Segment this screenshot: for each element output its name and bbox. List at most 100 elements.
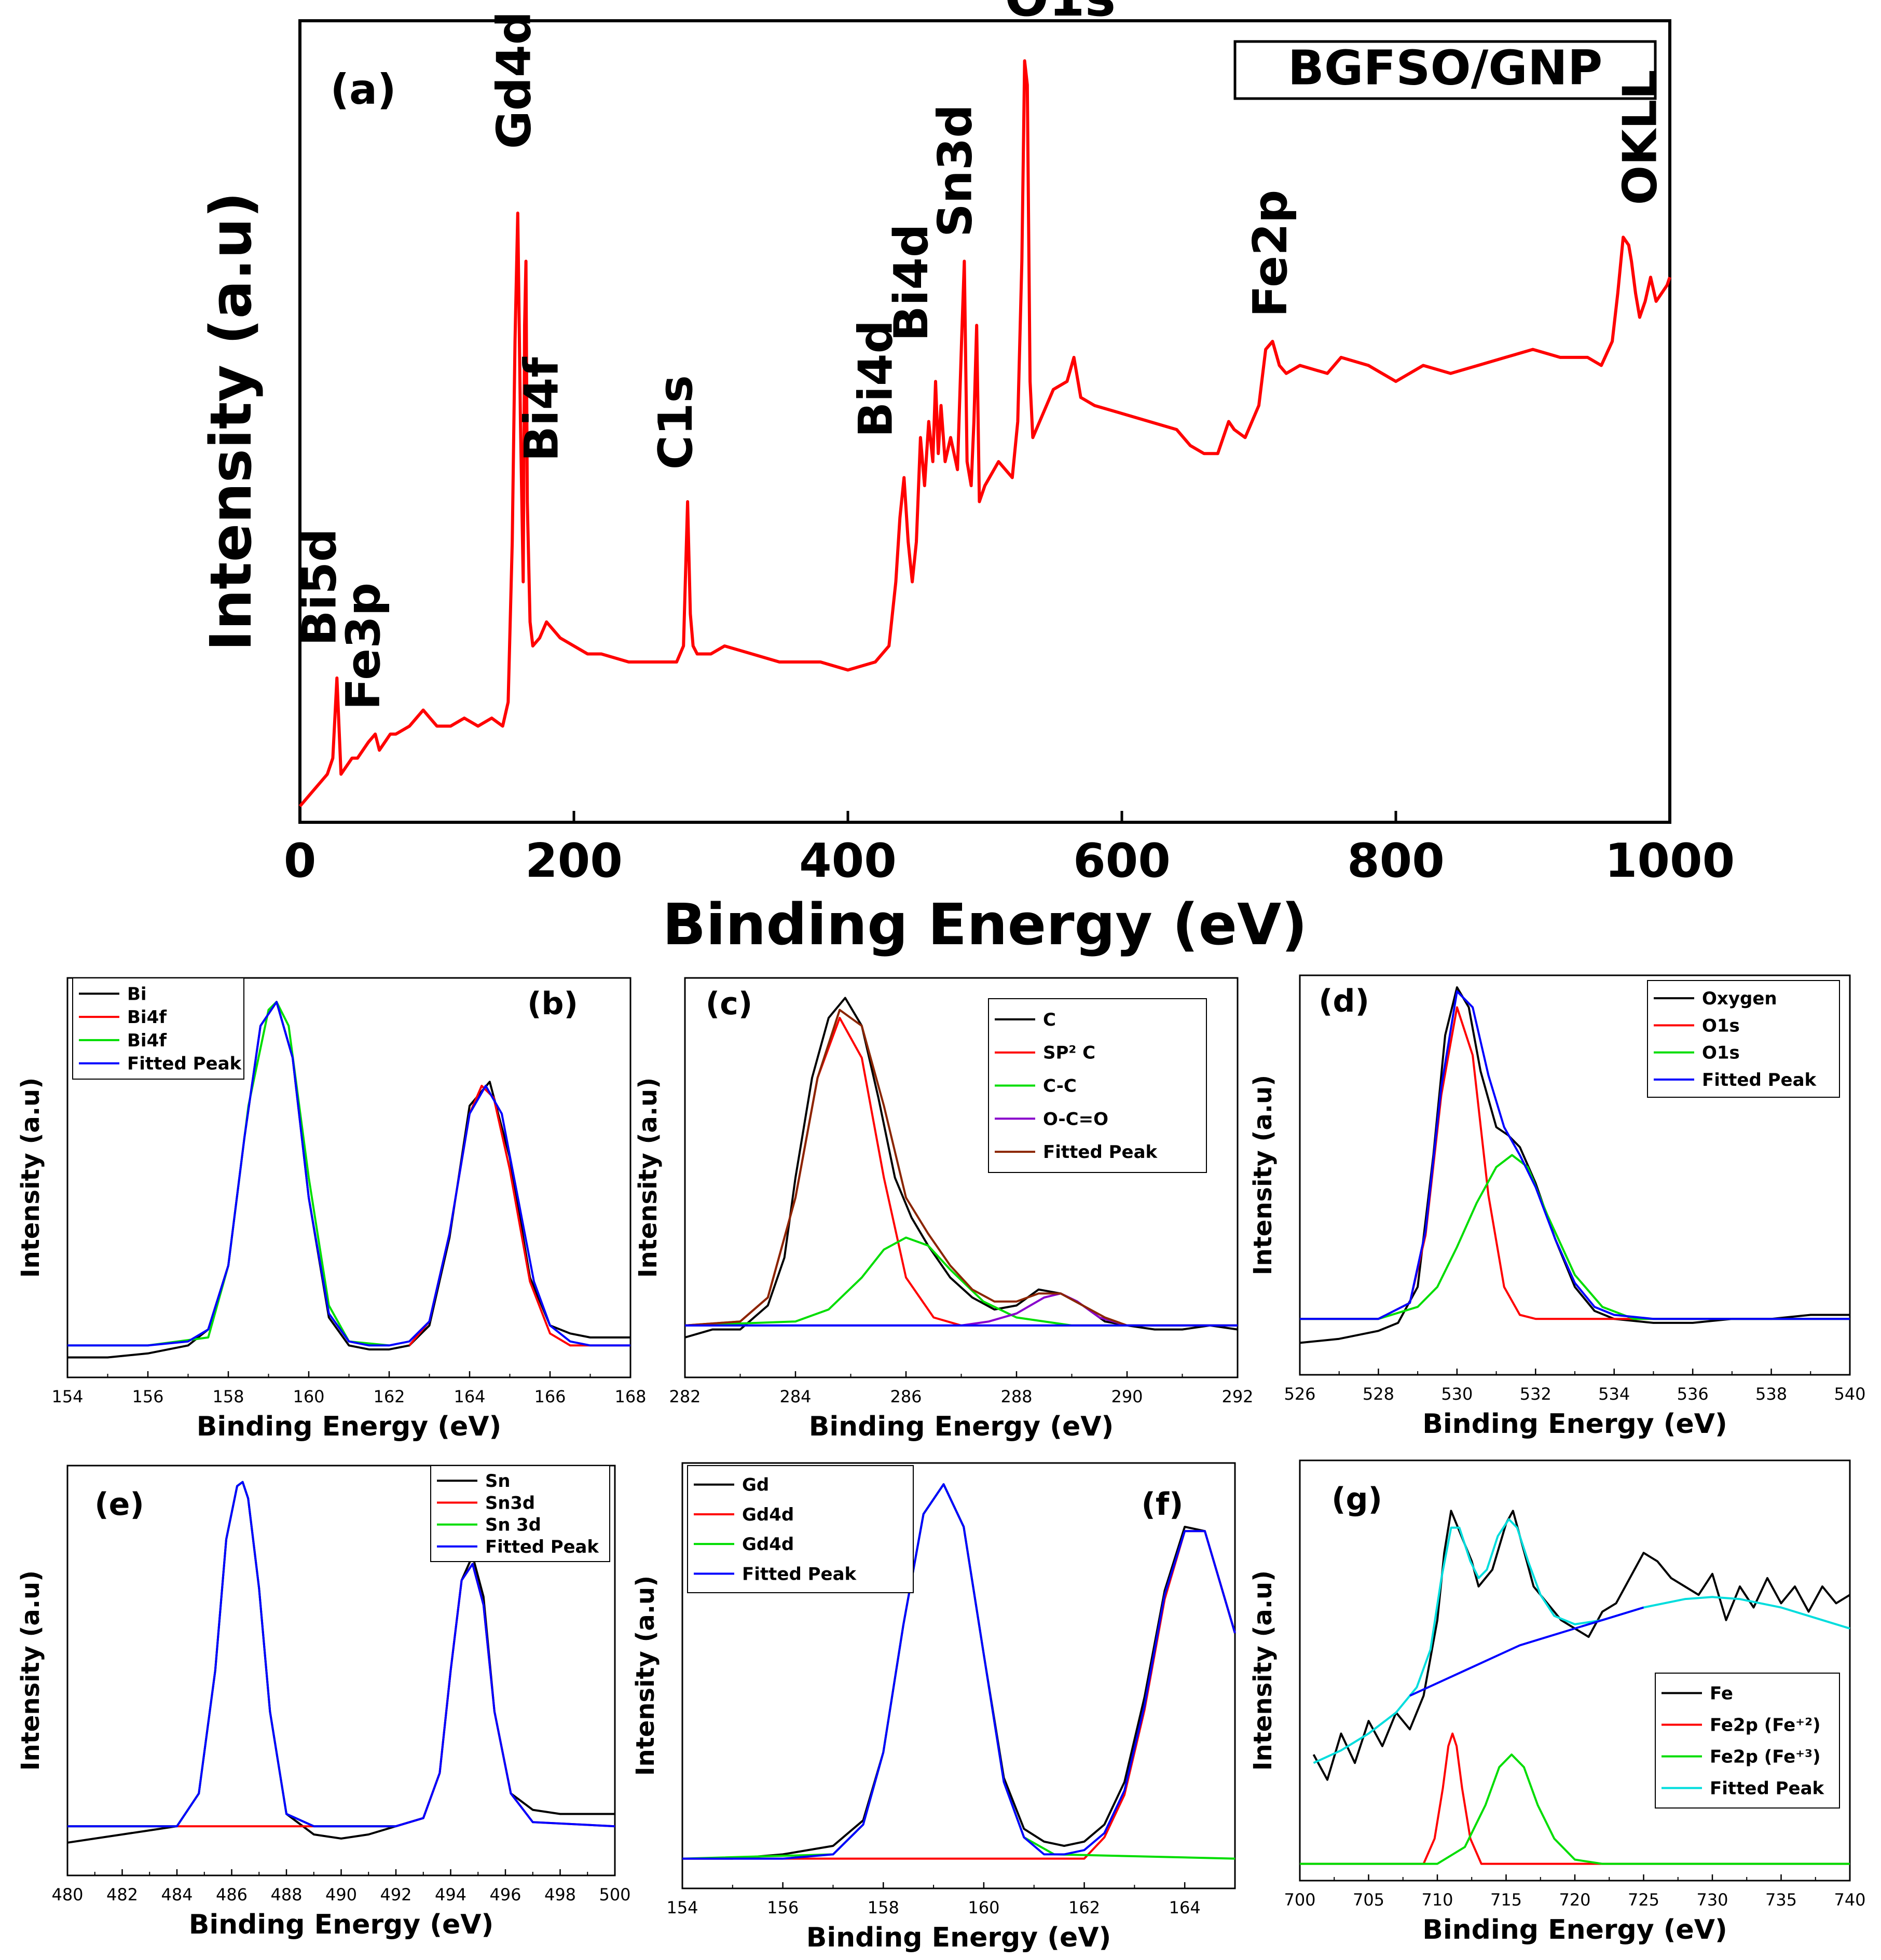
legend-label: O-C=O: [1043, 1109, 1108, 1129]
panel-label: (d): [1319, 983, 1369, 1019]
x-tick-label: 162: [373, 1387, 405, 1406]
y-axis-label: Intensity (a.u): [1248, 1570, 1278, 1771]
peak-annotation: Sn3d: [928, 104, 983, 237]
x-tick-label: 160: [968, 1898, 999, 1917]
legend-label: Gd: [742, 1475, 769, 1496]
x-axis-label: Binding Energy (eV): [197, 1411, 502, 1442]
x-tick-label: 536: [1677, 1384, 1709, 1404]
x-tick-label: 158: [212, 1387, 244, 1406]
x-tick-label: 498: [544, 1885, 576, 1904]
legend-label: Fe2p (Fe⁺²): [1710, 1715, 1821, 1736]
legend-label: Oxygen: [1702, 988, 1777, 1009]
legend-box-d: [1647, 980, 1840, 1098]
chart-panel-e: 480 482 484 486 488 490 492 494 496 498 500 Binding…: [16, 1465, 631, 1940]
y-axis-label: Intensity (a.u): [634, 1078, 663, 1278]
chart-panel-g: 700 705 710 715 720 725 730 735 740 Binding Energ…: [1248, 1459, 1866, 1945]
x-tick-label: 720: [1559, 1890, 1590, 1910]
x-axis-label: Binding Energy (eV): [806, 1922, 1111, 1953]
legend-label: C-C: [1043, 1076, 1077, 1097]
x-tick-label: 166: [534, 1387, 566, 1406]
x-tick-label: 800: [1347, 834, 1445, 888]
x-tick-label: 154: [666, 1898, 698, 1917]
peak-annotation: C1s: [649, 375, 703, 470]
x-axis-label: Binding Energy (eV): [663, 891, 1308, 958]
x-tick-label: 500: [599, 1885, 630, 1904]
legend-label: C: [1043, 1010, 1056, 1030]
series-line-d-0: [1299, 986, 1850, 1344]
legend-label: Gd4d: [742, 1534, 794, 1555]
legend-label: Sn3d: [485, 1493, 535, 1513]
legend-box-b: [72, 977, 244, 1080]
peak-annotation: Bi4f: [514, 357, 569, 462]
legend-label: Bi4f: [127, 1007, 167, 1028]
legend-label: Bi: [127, 984, 147, 1004]
x-tick-label: 488: [270, 1885, 302, 1904]
peak-annotation: Bi5d: [293, 529, 347, 646]
legend-label: Fe: [1710, 1683, 1733, 1704]
x-tick-label: 725: [1628, 1890, 1659, 1910]
x-tick-label: 288: [1000, 1387, 1032, 1406]
chart-title: BGFSO/GNP: [1288, 40, 1603, 96]
chart-panel-d: 526 528 530 532 534 536 538 540 Binding Energy (…: [1248, 974, 1866, 1440]
series-line-c-2: [684, 1236, 1238, 1327]
x-tick-label: 494: [435, 1885, 466, 1904]
x-tick-label: 705: [1353, 1890, 1384, 1910]
x-tick-label: 0: [284, 834, 317, 888]
x-tick-label: 156: [132, 1387, 163, 1406]
series-line-c-4: [684, 1009, 1238, 1327]
panel-label: (f): [1142, 1486, 1184, 1523]
legend-label: Bi4f: [127, 1030, 167, 1051]
x-tick-label: 730: [1696, 1890, 1728, 1910]
y-axis-label: Intensity (a.u): [1248, 1075, 1278, 1275]
x-tick-label: 526: [1284, 1384, 1315, 1404]
x-tick-label: 532: [1520, 1384, 1552, 1404]
x-tick-label: 534: [1598, 1384, 1630, 1404]
series-line-f-3: [682, 1483, 1236, 1860]
legend-label: Sn 3d: [485, 1515, 541, 1535]
x-tick-label: 540: [1834, 1384, 1865, 1404]
plot-frame-g: [1299, 1459, 1851, 1882]
series-line-d-3: [1300, 990, 1850, 1320]
x-axis-label: Binding Energy (eV): [809, 1411, 1114, 1442]
series-line-g-3: [1313, 1518, 1850, 1764]
x-tick-label: 484: [161, 1885, 193, 1904]
series-line-e-1: [67, 1563, 615, 1828]
series-line-e-2: [67, 1481, 396, 1828]
plot-frame-a: [298, 19, 1671, 824]
y-axis-label: Intensity (a.u): [16, 1078, 45, 1278]
x-tick-label: 528: [1363, 1384, 1394, 1404]
legend-label: Fitted Peak: [1710, 1778, 1825, 1799]
peak-annotation: Gd4d: [487, 11, 542, 149]
panel-label: (a): [330, 65, 396, 114]
series-line-b-3: [67, 1001, 630, 1347]
series-line-g-1: [1300, 1732, 1850, 1865]
x-tick-label: 284: [779, 1387, 811, 1406]
x-tick-label: 164: [454, 1387, 485, 1406]
series-line-b-2: [67, 1001, 390, 1347]
legend-box-f: [687, 1465, 914, 1593]
peak-annotation: Fe2p: [1243, 190, 1298, 318]
series-line-e-3: [67, 1481, 615, 1828]
legend-box-g: [1655, 1673, 1840, 1809]
legend-label: Gd4d: [742, 1504, 794, 1525]
x-tick-label: 1000: [1605, 834, 1735, 888]
chart-panel-b: 154 156 158 160 162 164 166 168 Binding Energy (…: [16, 977, 647, 1442]
series-line-f-0: [682, 1483, 1236, 1860]
panel-label: (e): [94, 1486, 144, 1523]
y-axis-label: Intensity (a.u): [16, 1570, 45, 1771]
x-tick-label: 168: [614, 1387, 646, 1406]
x-axis-label: Binding Energy (eV): [189, 1909, 494, 1940]
peak-annotation: Bi4d: [848, 320, 903, 438]
panel-label: (g): [1331, 1481, 1382, 1517]
plot-frame-f: [681, 1462, 1236, 1889]
legend-label: Fitted Peak: [1702, 1070, 1817, 1091]
panel-label: (b): [527, 986, 578, 1022]
legend-label: Fitted Peak: [742, 1564, 857, 1584]
x-tick-label: 700: [1284, 1890, 1315, 1910]
legend-label: SP² C: [1043, 1043, 1095, 1064]
x-tick-label: 164: [1169, 1898, 1201, 1917]
peak-annotation: Fe3p: [336, 583, 391, 710]
x-tick-label: 496: [489, 1885, 521, 1904]
peak-annotation: OKLL: [1613, 70, 1668, 205]
x-tick-label: 286: [890, 1387, 922, 1406]
